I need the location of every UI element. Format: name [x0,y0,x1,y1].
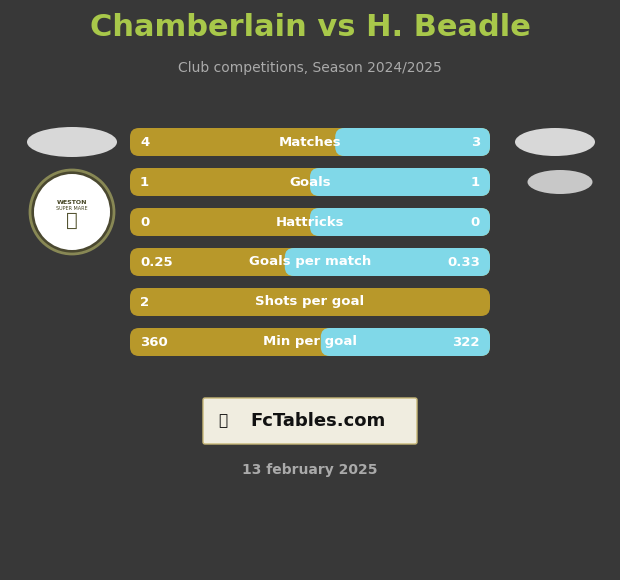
Text: Goals: Goals [289,176,331,189]
FancyBboxPatch shape [130,248,490,276]
Text: Min per goal: Min per goal [263,335,357,349]
Text: 3: 3 [471,136,480,148]
Text: 322: 322 [453,335,480,349]
Text: Club competitions, Season 2024/2025: Club competitions, Season 2024/2025 [178,61,442,75]
FancyBboxPatch shape [130,328,490,356]
FancyBboxPatch shape [321,328,490,356]
FancyBboxPatch shape [130,128,490,156]
Text: WESTON: WESTON [57,200,87,205]
Ellipse shape [528,170,593,194]
FancyBboxPatch shape [310,208,490,236]
Text: 13 february 2025: 13 february 2025 [242,463,378,477]
FancyBboxPatch shape [335,128,490,156]
Circle shape [34,174,110,250]
Text: 0: 0 [140,216,149,229]
Text: 0: 0 [471,216,480,229]
FancyBboxPatch shape [130,288,490,316]
Text: 1: 1 [471,176,480,189]
Text: Hattricks: Hattricks [276,216,344,229]
FancyBboxPatch shape [310,168,490,196]
FancyBboxPatch shape [130,168,490,196]
Ellipse shape [515,128,595,156]
Circle shape [30,170,114,254]
Text: Chamberlain vs H. Beadle: Chamberlain vs H. Beadle [89,13,531,42]
FancyBboxPatch shape [130,208,490,236]
Text: 0.25: 0.25 [140,256,172,269]
Text: 1: 1 [140,176,149,189]
Text: Matches: Matches [278,136,342,148]
Text: SUPER MARE: SUPER MARE [56,205,88,211]
Text: 🦅: 🦅 [66,211,78,230]
Text: Goals per match: Goals per match [249,256,371,269]
Text: 4: 4 [140,136,149,148]
Ellipse shape [27,127,117,157]
FancyBboxPatch shape [285,248,490,276]
Text: 📊: 📊 [218,414,228,429]
Text: Shots per goal: Shots per goal [255,295,365,309]
Text: FcTables.com: FcTables.com [250,412,386,430]
FancyBboxPatch shape [203,398,417,444]
Text: 0.33: 0.33 [447,256,480,269]
Text: 2: 2 [140,295,149,309]
Text: 360: 360 [140,335,168,349]
